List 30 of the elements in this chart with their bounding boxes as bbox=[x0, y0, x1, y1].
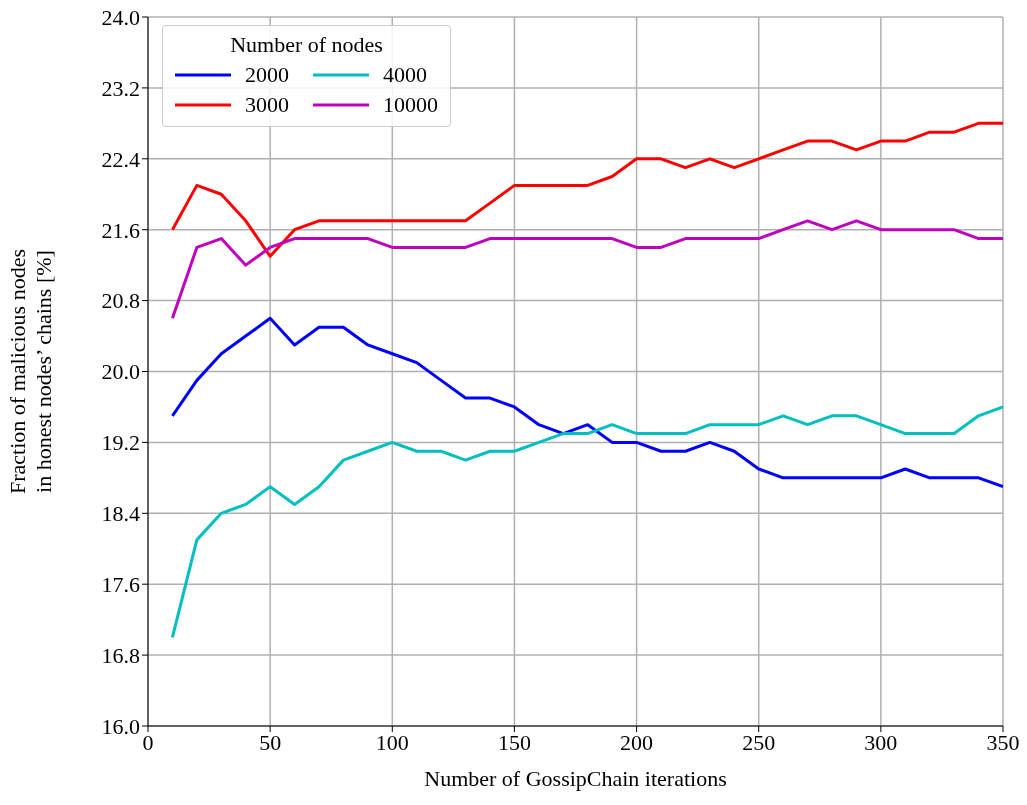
y-tick-label: 16.8 bbox=[101, 642, 140, 668]
legend-label: 4000 bbox=[383, 61, 427, 89]
y-tick-label: 20.0 bbox=[101, 359, 140, 385]
line-series bbox=[170, 219, 1003, 320]
y-axis-title: Fraction of malicious nodes in honest nodes’ chains [%] bbox=[5, 248, 56, 495]
y-tick-label: 22.4 bbox=[101, 146, 140, 172]
x-tick-label: 200 bbox=[620, 729, 654, 755]
legend-label: 3000 bbox=[245, 91, 289, 119]
x-axis-title: Number of GossipChain iterations bbox=[424, 766, 727, 791]
x-tick-label: 350 bbox=[986, 729, 1020, 755]
y-tick-label: 21.6 bbox=[101, 217, 140, 243]
x-tick-label: 0 bbox=[142, 729, 154, 755]
x-tick-label: 50 bbox=[259, 729, 282, 755]
y-tick-label: 23.2 bbox=[101, 75, 140, 101]
line-series bbox=[170, 121, 1003, 258]
y-tick-label: 24.0 bbox=[101, 4, 140, 30]
y-tick-label: 18.4 bbox=[101, 501, 140, 527]
legend-label: 10000 bbox=[383, 91, 438, 119]
x-tick-label: 250 bbox=[742, 729, 776, 755]
x-tick-label: 100 bbox=[375, 729, 409, 755]
y-tick-label: 17.6 bbox=[101, 572, 140, 598]
line-series bbox=[170, 405, 1003, 639]
x-tick-label: 150 bbox=[497, 729, 531, 755]
line-series bbox=[170, 316, 1003, 489]
y-tick-label: 16.0 bbox=[101, 713, 140, 739]
y-tick-label: 20.8 bbox=[101, 288, 140, 314]
y-tick-label: 19.2 bbox=[101, 430, 140, 456]
legend-label: 2000 bbox=[245, 61, 289, 89]
x-tick-label: 300 bbox=[864, 729, 898, 755]
legend-title: Number of nodes bbox=[229, 32, 384, 58]
